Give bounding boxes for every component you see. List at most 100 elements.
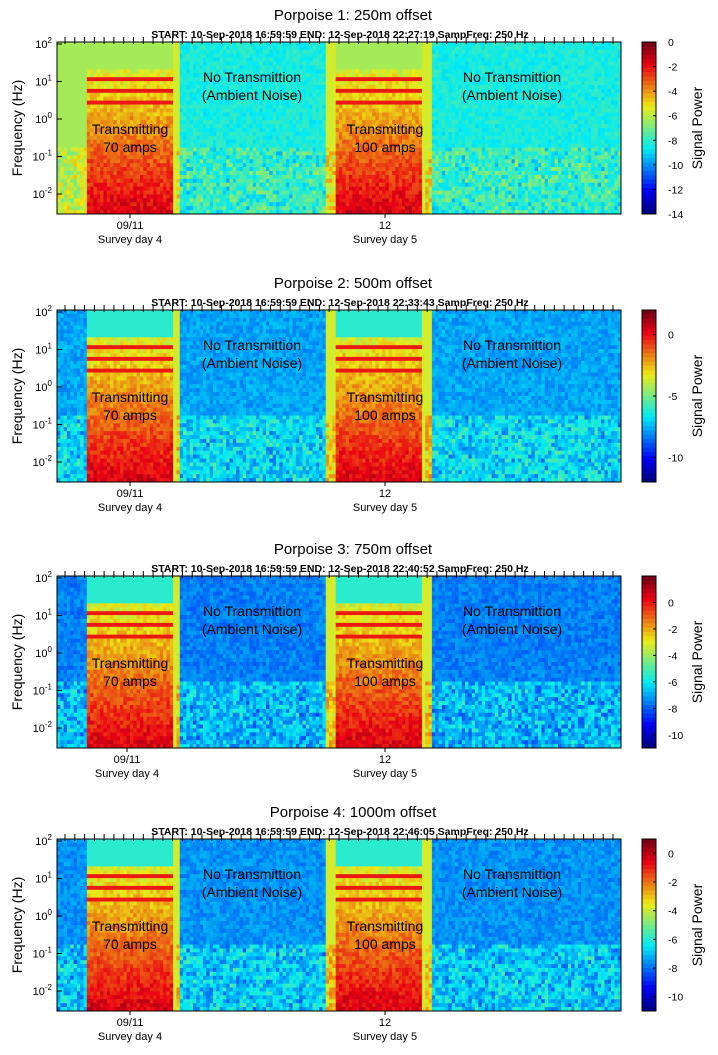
heatmap-cell (153, 85, 157, 89)
heatmap-cell (90, 155, 94, 159)
heatmap-cell (571, 136, 575, 140)
heatmap-cell (465, 105, 469, 109)
heatmap-cell (439, 151, 443, 155)
heatmap-cell (170, 69, 174, 73)
heatmap-cell (604, 58, 608, 62)
heatmap-cell (468, 151, 472, 155)
heatmap-cell (60, 73, 64, 77)
heatmap-cell (303, 116, 307, 120)
heatmap-cell (239, 54, 243, 58)
heatmap-cell (103, 155, 107, 159)
heatmap-cell (137, 46, 141, 50)
heatmap-cell (239, 151, 243, 155)
heatmap-cell (220, 148, 224, 152)
heatmap-cell (555, 54, 559, 58)
heatmap-cell (329, 97, 333, 101)
heatmap-cell (452, 73, 456, 77)
heatmap-cell (349, 112, 353, 116)
heatmap-cell (107, 69, 111, 73)
heatmap-cell (263, 155, 267, 159)
heatmap-cell (359, 46, 363, 50)
heatmap-cell (113, 73, 117, 77)
heatmap-cell (462, 124, 466, 128)
heatmap-cell (455, 144, 459, 148)
heatmap-cell (256, 42, 260, 46)
heatmap-cell (429, 151, 433, 155)
heatmap-cell (319, 50, 323, 54)
heatmap-cell (601, 140, 605, 144)
heatmap-cell (226, 50, 230, 54)
heatmap-cell (249, 54, 253, 58)
heatmap-cell (183, 62, 187, 66)
heatmap-cell (230, 140, 234, 144)
heatmap-cell (256, 140, 260, 144)
heatmap-cell (67, 140, 71, 144)
heatmap-cell (196, 128, 200, 132)
heatmap-cell (233, 105, 237, 109)
heatmap-cell (422, 151, 426, 155)
heatmap-cell (425, 112, 429, 116)
heatmap-cell (541, 50, 545, 54)
heatmap-cell (306, 112, 310, 116)
heatmap-cell (246, 42, 250, 46)
heatmap-cell (200, 136, 204, 140)
heatmap-cell (565, 93, 569, 97)
heatmap-cell (303, 97, 307, 101)
heatmap-cell (253, 124, 257, 128)
heatmap-cell (127, 116, 131, 120)
heatmap-cell (591, 54, 595, 58)
heatmap-cell (93, 108, 97, 112)
heatmap-cell (342, 50, 346, 54)
heatmap-cell (598, 124, 602, 128)
heatmap-cell (581, 116, 585, 120)
heatmap-cell (379, 81, 383, 85)
heatmap-cell (512, 58, 516, 62)
heatmap-cell (220, 144, 224, 148)
heatmap-cell (206, 120, 210, 124)
heatmap-cell (588, 54, 592, 58)
heatmap-cell (555, 151, 559, 155)
heatmap-cell (528, 50, 532, 54)
heatmap-cell (452, 97, 456, 101)
heatmap-cell (472, 140, 476, 144)
heatmap-cell (306, 81, 310, 85)
heatmap-cell (445, 120, 449, 124)
heatmap-cell (581, 120, 585, 124)
heatmap-cell (249, 151, 253, 155)
heatmap-cell (392, 81, 396, 85)
heatmap-cell (425, 46, 429, 50)
heatmap-cell (183, 65, 187, 69)
heatmap-cell (578, 50, 582, 54)
heatmap-cell (614, 120, 618, 124)
heatmap-cell (485, 148, 489, 152)
heatmap-cell (375, 108, 379, 112)
heatmap-cell (541, 105, 545, 109)
heatmap-cell (571, 42, 575, 46)
heatmap-cell (190, 101, 194, 105)
heatmap-cell (412, 97, 416, 101)
heatmap-cell (429, 97, 433, 101)
heatmap-cell (123, 65, 127, 69)
heatmap-cell (87, 46, 91, 50)
heatmap-cell (568, 140, 572, 144)
heatmap-cell (123, 69, 127, 73)
heatmap-cell (296, 112, 300, 116)
heatmap-cell (448, 85, 452, 89)
heatmap-cell (90, 97, 94, 101)
heatmap-cell (452, 128, 456, 132)
heatmap-cell (193, 50, 197, 54)
heatmap-cell (70, 58, 74, 62)
heatmap-cell (279, 58, 283, 62)
heatmap-cell (306, 77, 310, 81)
heatmap-cell (475, 50, 479, 54)
heatmap-cell (239, 116, 243, 120)
heatmap-cell (200, 112, 204, 116)
heatmap-cell (575, 97, 579, 101)
heatmap-cell (385, 81, 389, 85)
heatmap-cell (143, 73, 147, 77)
heatmap-cell (362, 54, 366, 58)
heatmap-cell (349, 140, 353, 144)
heatmap-cell (200, 155, 204, 159)
heatmap-cell (226, 46, 230, 50)
heatmap-cell (206, 105, 210, 109)
